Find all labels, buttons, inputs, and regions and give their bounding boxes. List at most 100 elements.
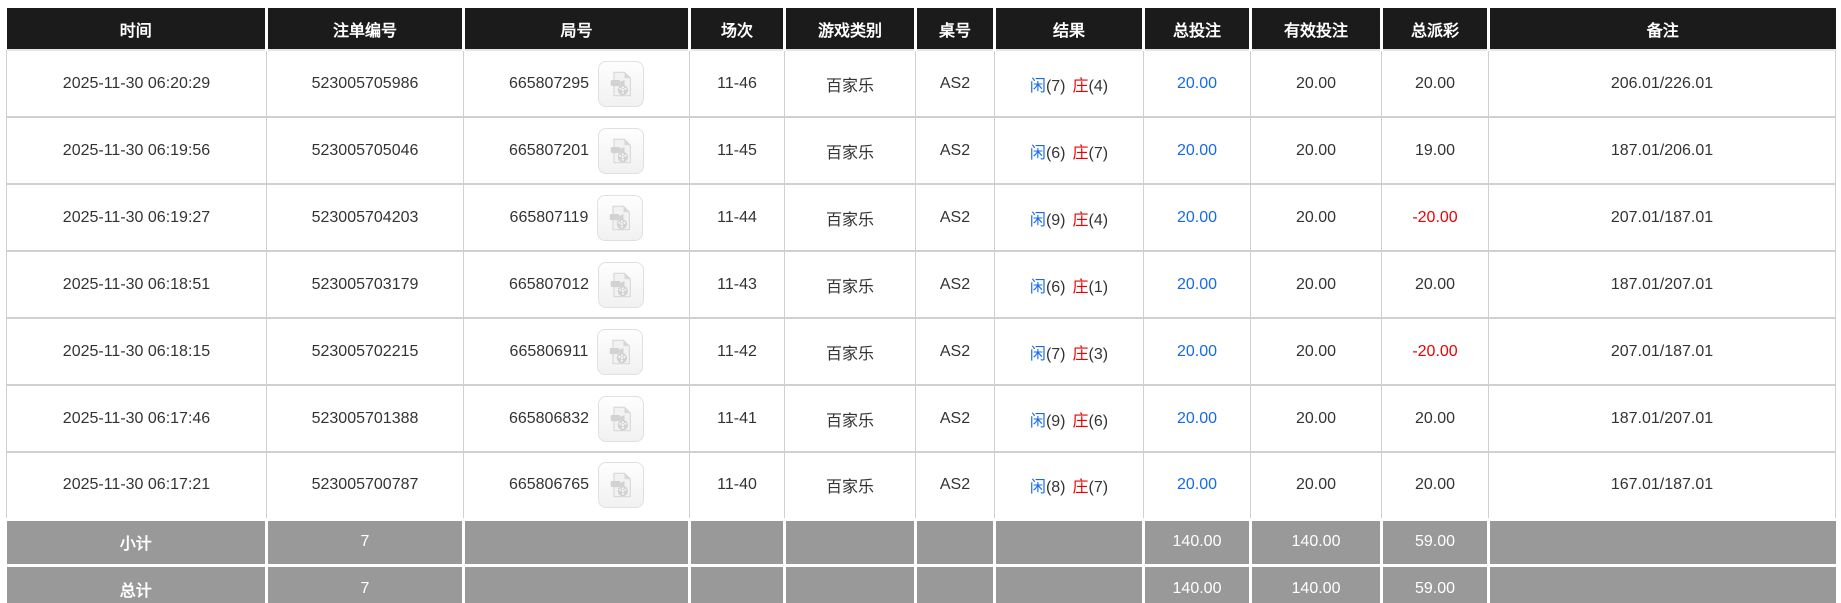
summary-empty-cell bbox=[463, 563, 691, 603]
player-result-label: 闲 bbox=[1029, 278, 1046, 296]
player-result-label: 闲 bbox=[1029, 345, 1046, 363]
video-file-icon bbox=[610, 71, 631, 96]
table-number: AS2 bbox=[915, 184, 995, 252]
bet-record-row: 2025-11-30 06:19:27 523005704203 6658071… bbox=[6, 184, 1836, 252]
banker-result-label: 庄 bbox=[1072, 479, 1089, 497]
table-number: AS2 bbox=[915, 385, 995, 453]
video-replay-button[interactable] bbox=[598, 60, 645, 107]
summary-empty-cell bbox=[915, 563, 996, 603]
session-number: 11-40 bbox=[689, 452, 785, 520]
round-id: 665806911 bbox=[509, 342, 589, 360]
banker-score: (7) bbox=[1088, 479, 1109, 497]
total-valid-bet: 140.00 bbox=[1250, 563, 1383, 603]
total-total-bet: 140.00 bbox=[1143, 563, 1252, 603]
game-type: 百家乐 bbox=[784, 452, 916, 520]
player-result-label: 闲 bbox=[1029, 211, 1046, 229]
bet-time: 2025-11-30 06:19:56 bbox=[6, 117, 267, 185]
total-bet: 20.00 bbox=[1143, 117, 1251, 185]
summary-empty-cell bbox=[463, 517, 691, 565]
bet-id: 523005700787 bbox=[266, 452, 464, 520]
game-type: 百家乐 bbox=[784, 251, 916, 319]
video-replay-button[interactable] bbox=[598, 395, 645, 442]
col-header-total-bet: 总投注 bbox=[1143, 8, 1252, 51]
remark: 187.01/206.01 bbox=[1488, 117, 1836, 185]
bet-record-row: 2025-11-30 06:17:46 523005701388 6658068… bbox=[6, 385, 1836, 453]
valid-bet: 20.00 bbox=[1250, 318, 1382, 386]
banker-score: (3) bbox=[1088, 345, 1109, 363]
video-replay-button[interactable] bbox=[598, 462, 645, 509]
remark: 207.01/187.01 bbox=[1488, 318, 1836, 386]
remark: 206.01/226.01 bbox=[1488, 50, 1836, 118]
session-number: 11-44 bbox=[689, 184, 785, 252]
total-payout: 59.00 bbox=[1381, 563, 1490, 603]
total-count: 7 bbox=[266, 563, 465, 603]
banker-score: (6) bbox=[1088, 412, 1109, 430]
bet-history-table: 时间 注单编号 局号 场次 游戏类别 桌号 结果 总投注 有效投注 总派彩 备注… bbox=[6, 8, 1836, 603]
banker-score: (7) bbox=[1088, 144, 1109, 162]
banker-result-label: 庄 bbox=[1072, 77, 1089, 95]
video-replay-button[interactable] bbox=[598, 127, 645, 174]
bet-record-row: 2025-11-30 06:18:51 523005703179 6658070… bbox=[6, 251, 1836, 319]
banker-result-label: 庄 bbox=[1072, 278, 1089, 296]
summary-empty-cell bbox=[1488, 563, 1836, 603]
summary-empty-cell bbox=[784, 563, 917, 603]
player-result-label: 闲 bbox=[1029, 412, 1046, 430]
total-bet: 20.00 bbox=[1143, 385, 1251, 453]
col-header-game-type: 游戏类别 bbox=[784, 8, 917, 51]
player-score: (8) bbox=[1045, 479, 1066, 497]
table-header-row: 时间 注单编号 局号 场次 游戏类别 桌号 结果 总投注 有效投注 总派彩 备注 bbox=[6, 8, 1836, 51]
round-id: 665806765 bbox=[508, 476, 590, 494]
bet-record-row: 2025-11-30 06:17:21 523005700787 6658067… bbox=[6, 452, 1836, 520]
round-id: 665806832 bbox=[508, 409, 590, 427]
valid-bet: 20.00 bbox=[1250, 452, 1382, 520]
bet-time: 2025-11-30 06:19:27 bbox=[6, 184, 267, 252]
round-id: 665807295 bbox=[508, 74, 590, 92]
bet-record-row: 2025-11-30 06:18:15 523005702215 6658069… bbox=[6, 318, 1836, 386]
result-cell: 闲(6) 庄(1) bbox=[994, 251, 1144, 319]
banker-score: (1) bbox=[1088, 278, 1109, 296]
video-replay-button[interactable] bbox=[597, 194, 644, 241]
player-result-label: 闲 bbox=[1029, 144, 1046, 162]
total-label: 总计 bbox=[6, 563, 268, 603]
session-number: 11-41 bbox=[689, 385, 785, 453]
player-result-label: 闲 bbox=[1029, 479, 1046, 497]
subtotal-row: 小计 7 140.00 140.00 59.00 bbox=[6, 517, 1836, 565]
bet-id: 523005701388 bbox=[266, 385, 464, 453]
session-number: 11-42 bbox=[689, 318, 785, 386]
total-payout: -20.00 bbox=[1381, 184, 1489, 252]
bet-id: 523005705046 bbox=[266, 117, 464, 185]
result-cell: 闲(8) 庄(7) bbox=[994, 452, 1144, 520]
video-replay-button[interactable] bbox=[598, 261, 645, 308]
total-bet: 20.00 bbox=[1143, 452, 1251, 520]
round-cell: 665807012 bbox=[463, 251, 690, 319]
video-replay-button[interactable] bbox=[597, 328, 644, 375]
col-header-time: 时间 bbox=[6, 8, 268, 51]
valid-bet: 20.00 bbox=[1250, 184, 1382, 252]
player-result-label: 闲 bbox=[1029, 77, 1046, 95]
game-type: 百家乐 bbox=[784, 50, 916, 118]
round-id: 665807119 bbox=[509, 208, 589, 226]
video-file-icon bbox=[610, 138, 631, 163]
total-payout: 20.00 bbox=[1381, 251, 1489, 319]
valid-bet: 20.00 bbox=[1250, 50, 1382, 118]
valid-bet: 20.00 bbox=[1250, 251, 1382, 319]
player-score: (9) bbox=[1045, 211, 1066, 229]
round-cell: 665806911 bbox=[463, 318, 690, 386]
col-header-round-id: 局号 bbox=[463, 8, 691, 51]
video-file-icon bbox=[610, 473, 631, 498]
player-score: (6) bbox=[1045, 278, 1066, 296]
bet-record-row: 2025-11-30 06:19:56 523005705046 6658072… bbox=[6, 117, 1836, 185]
round-id: 665807201 bbox=[508, 141, 590, 159]
col-header-valid-bet: 有效投注 bbox=[1250, 8, 1383, 51]
banker-score: (4) bbox=[1088, 211, 1109, 229]
bet-id: 523005704203 bbox=[266, 184, 464, 252]
banker-score: (4) bbox=[1088, 77, 1109, 95]
round-id: 665807012 bbox=[508, 275, 590, 293]
col-header-table-id: 桌号 bbox=[915, 8, 996, 51]
total-payout: 19.00 bbox=[1381, 117, 1489, 185]
bet-record-row: 2025-11-30 06:20:29 523005705986 6658072… bbox=[6, 50, 1836, 118]
summary-empty-cell bbox=[784, 517, 917, 565]
round-cell: 665807201 bbox=[463, 117, 690, 185]
total-payout: 20.00 bbox=[1381, 385, 1489, 453]
